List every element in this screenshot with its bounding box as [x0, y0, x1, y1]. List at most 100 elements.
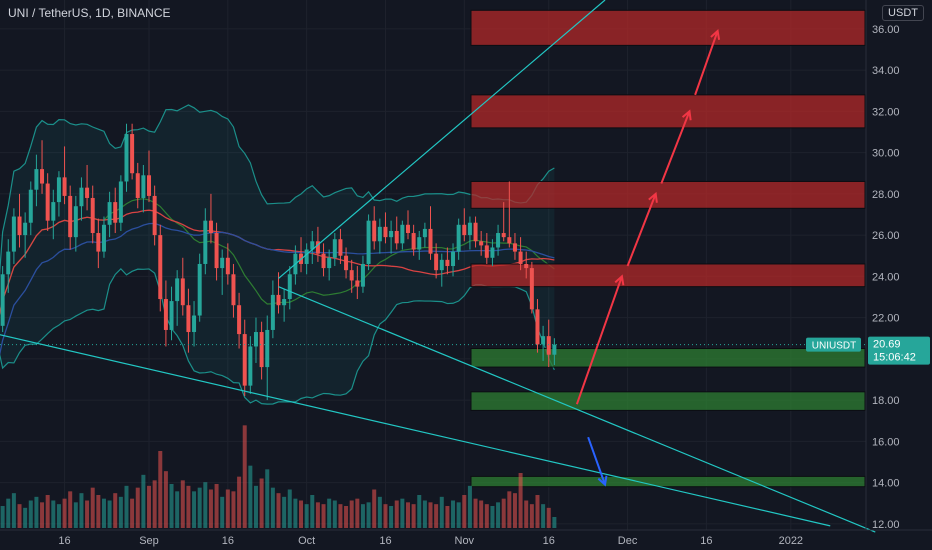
- candle-body: [518, 251, 523, 264]
- candle: [90, 185, 95, 244]
- volume-bar: [394, 500, 399, 528]
- x-tick-label: 16: [379, 535, 391, 547]
- candle: [225, 243, 230, 285]
- y-tick-label: 32.00: [872, 106, 900, 118]
- candle-body: [107, 202, 112, 225]
- candle: [85, 164, 90, 211]
- candle: [377, 218, 382, 254]
- candle: [231, 263, 236, 318]
- volume-bar: [45, 495, 50, 528]
- demand-zone: [470, 391, 866, 411]
- volume-bar: [327, 498, 332, 528]
- x-tick-label: 16: [700, 535, 712, 547]
- volume-bar: [6, 498, 11, 528]
- candle: [124, 123, 129, 192]
- volume-bar: [428, 502, 433, 528]
- candle: [332, 233, 337, 267]
- candle: [518, 237, 523, 271]
- volume-bar: [124, 485, 129, 528]
- candle-body: [315, 241, 320, 254]
- candle-body: [197, 263, 202, 316]
- volume-bar: [332, 500, 337, 528]
- price-label-bg: [868, 336, 930, 365]
- y-tick-label: 14.00: [872, 478, 900, 490]
- currency-unit-button[interactable]: USDT: [882, 5, 924, 21]
- supply-zone: [470, 263, 866, 288]
- x-tick-label: Dec: [618, 535, 638, 547]
- candle-body: [507, 237, 512, 244]
- candle-body: [496, 233, 501, 248]
- volume-bar: [231, 491, 236, 528]
- candle-body: [220, 257, 225, 269]
- candle: [400, 220, 405, 250]
- candle-body: [467, 222, 472, 236]
- candle: [411, 224, 416, 256]
- symbol-label-bg: [806, 337, 861, 352]
- candle: [0, 266, 5, 333]
- moving-average-red: [0, 209, 555, 316]
- candle: [473, 216, 478, 248]
- volume-bar: [299, 500, 304, 528]
- volume-bar: [197, 487, 202, 528]
- candle: [496, 224, 501, 256]
- volume-bar: [147, 485, 152, 528]
- candle: [417, 230, 422, 260]
- candle-body: [248, 346, 253, 386]
- volume-bar: [422, 500, 427, 528]
- trendline: [0, 334, 831, 527]
- candle: [422, 222, 427, 248]
- candle-body: [147, 175, 152, 196]
- candle-body: [417, 237, 422, 250]
- candle: [253, 317, 258, 363]
- y-tick-label: 28.00: [872, 189, 900, 201]
- candle: [484, 233, 489, 264]
- volume-bar: [546, 507, 551, 528]
- volume-bar: [0, 506, 5, 528]
- candle: [434, 243, 439, 279]
- candle-body: [366, 220, 371, 264]
- volume-bar: [541, 504, 546, 528]
- volume-bar: [400, 498, 405, 528]
- candle-body: [541, 336, 546, 345]
- volume-bar: [535, 495, 540, 528]
- volume-bar: [85, 500, 90, 528]
- candle: [349, 259, 354, 293]
- candle-body: [259, 332, 264, 368]
- candle-body: [349, 270, 354, 281]
- candle: [462, 208, 467, 242]
- candle: [479, 230, 484, 256]
- volume-bar: [118, 496, 123, 528]
- candle-body: [451, 251, 456, 267]
- volume-bar: [107, 500, 112, 528]
- candle-body: [169, 301, 174, 330]
- volume-bar: [349, 500, 354, 528]
- volume-bar: [552, 517, 557, 528]
- volume-bar: [496, 502, 501, 528]
- candle-body: [304, 249, 309, 264]
- candle-body: [158, 235, 163, 300]
- candle: [169, 286, 174, 341]
- candle-body: [456, 224, 461, 252]
- volume-bar: [113, 493, 118, 528]
- candle-body: [411, 233, 416, 250]
- candle-body: [524, 263, 529, 269]
- candle-body: [270, 294, 275, 330]
- candle: [79, 177, 84, 221]
- candle: [73, 195, 78, 252]
- volume-bar: [518, 473, 523, 528]
- candle: [439, 253, 444, 287]
- y-tick-label: 12.00: [872, 519, 900, 531]
- candle-body: [529, 268, 534, 310]
- candle: [366, 214, 371, 271]
- candle: [56, 171, 61, 217]
- candle: [40, 140, 45, 194]
- volume-bar: [34, 496, 39, 528]
- volume-bar: [304, 504, 309, 528]
- volume-bar: [152, 480, 157, 528]
- candle-body: [96, 233, 101, 252]
- candle: [546, 319, 551, 368]
- candle-body: [73, 206, 78, 238]
- volume-bar: [445, 506, 450, 528]
- supply-zone: [470, 180, 866, 209]
